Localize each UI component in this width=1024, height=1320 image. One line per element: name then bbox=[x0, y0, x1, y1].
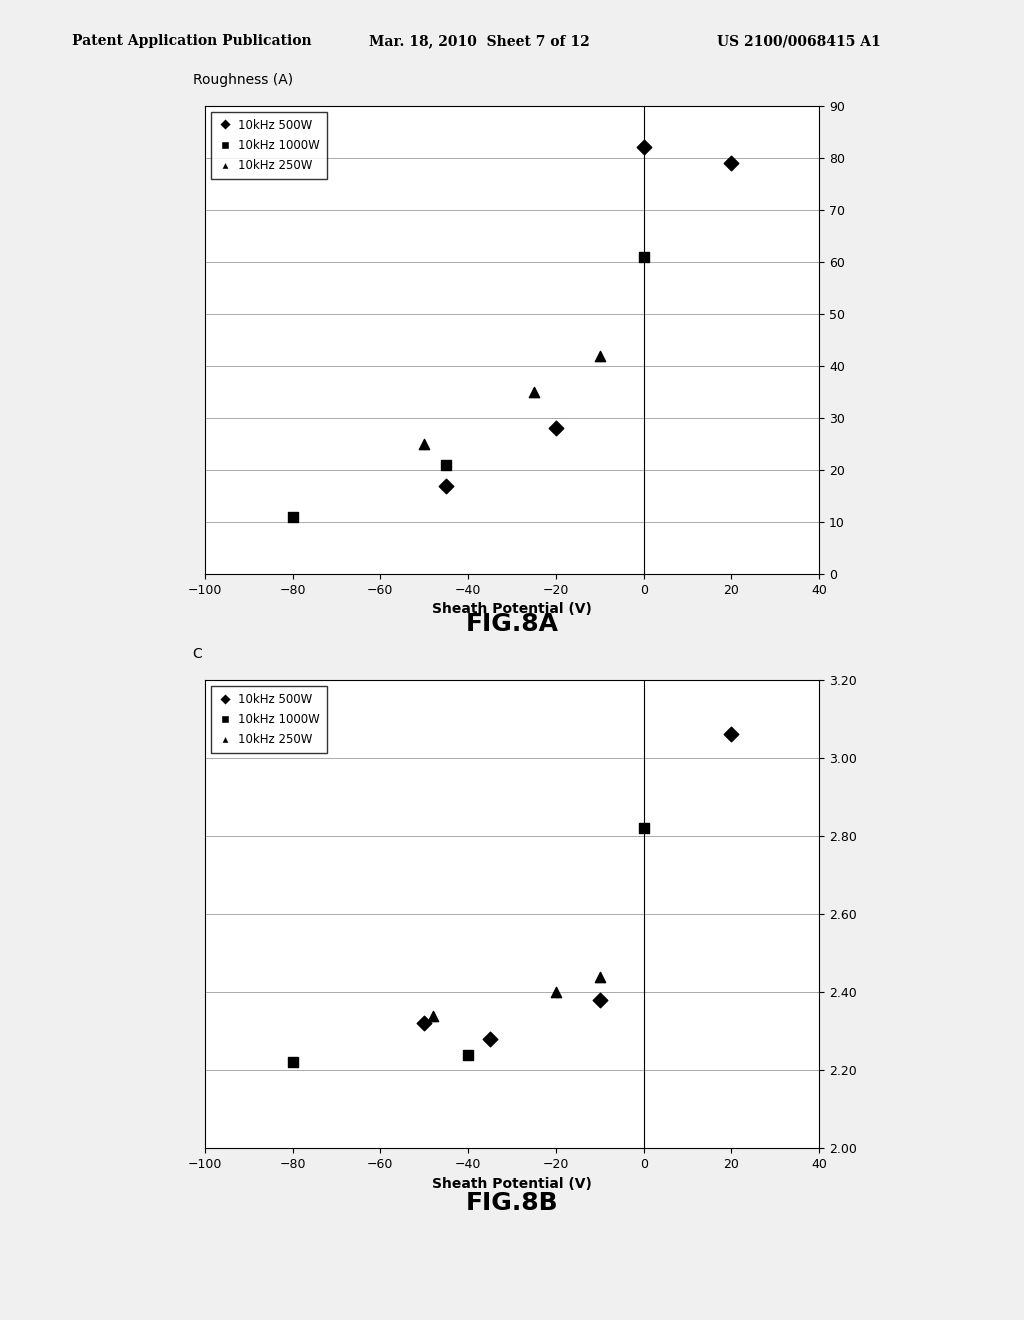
Point bbox=[636, 246, 652, 267]
X-axis label: Sheath Potential (V): Sheath Potential (V) bbox=[432, 1176, 592, 1191]
Text: Roughness (A): Roughness (A) bbox=[193, 73, 293, 87]
X-axis label: Sheath Potential (V): Sheath Potential (V) bbox=[432, 602, 592, 616]
Point bbox=[723, 152, 739, 173]
Point bbox=[592, 990, 608, 1011]
Point bbox=[723, 723, 739, 744]
Point bbox=[438, 475, 455, 496]
Text: US 2100/0068415 A1: US 2100/0068415 A1 bbox=[717, 34, 881, 49]
Point bbox=[482, 1028, 499, 1049]
Point bbox=[416, 433, 432, 454]
Text: FIG.8A: FIG.8A bbox=[466, 612, 558, 636]
Point bbox=[425, 1005, 441, 1026]
Text: C: C bbox=[193, 647, 203, 661]
Text: Patent Application Publication: Patent Application Publication bbox=[72, 34, 311, 49]
Point bbox=[285, 1052, 301, 1073]
Point bbox=[460, 1044, 476, 1065]
Point bbox=[548, 418, 564, 440]
Point bbox=[636, 137, 652, 158]
Point bbox=[548, 982, 564, 1003]
Point bbox=[416, 1012, 432, 1034]
Point bbox=[592, 966, 608, 987]
Point bbox=[636, 817, 652, 838]
Text: FIG.8B: FIG.8B bbox=[466, 1192, 558, 1216]
Point bbox=[285, 507, 301, 528]
Point bbox=[525, 381, 542, 403]
Point bbox=[438, 454, 455, 475]
Point bbox=[592, 345, 608, 366]
Text: Mar. 18, 2010  Sheet 7 of 12: Mar. 18, 2010 Sheet 7 of 12 bbox=[369, 34, 590, 49]
Legend: 10kHz 500W, 10kHz 1000W, 10kHz 250W: 10kHz 500W, 10kHz 1000W, 10kHz 250W bbox=[211, 111, 327, 178]
Legend: 10kHz 500W, 10kHz 1000W, 10kHz 250W: 10kHz 500W, 10kHz 1000W, 10kHz 250W bbox=[211, 685, 327, 752]
